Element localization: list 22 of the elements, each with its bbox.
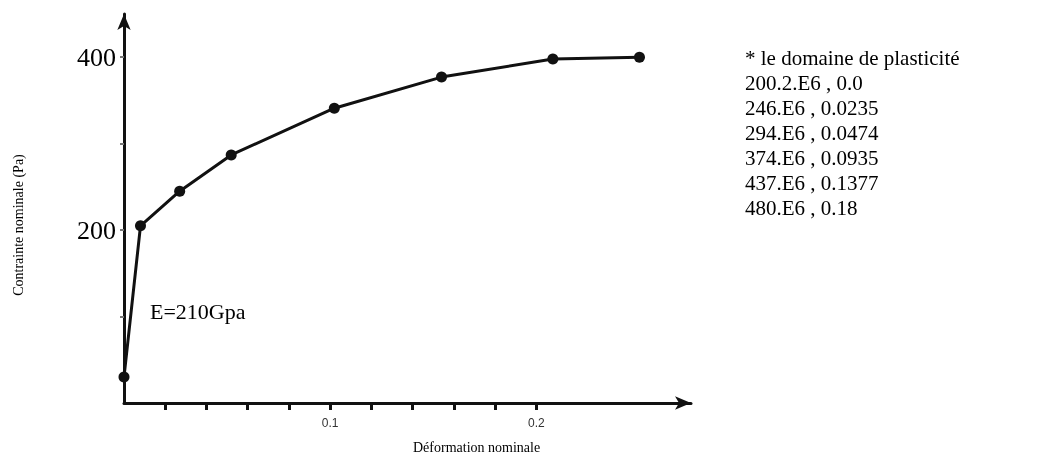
point [135, 220, 146, 232]
annotation: E=210Gpa [150, 298, 246, 324]
text: 294.E6 , 0.0474 [745, 120, 880, 145]
text: * le domaine de plasticité [745, 45, 960, 70]
x-tick-label: 0.2 [528, 416, 546, 430]
x-axis-title: Déformation nominale [413, 439, 541, 455]
x-tick-label: 0.1 [321, 416, 339, 430]
point [118, 371, 130, 383]
text: 374.E6 , 0.0935 [745, 145, 879, 170]
point [436, 71, 448, 83]
text: 246.E6 , 0.0235 [745, 95, 879, 120]
text: 200.2.E6 , 0.0 [745, 70, 863, 95]
y-axis-title: Contrainte nominale (Pa) [10, 153, 27, 296]
point [547, 53, 559, 65]
text: 480.E6 , 0.18 [745, 195, 858, 220]
point [225, 149, 237, 161]
y-tick-label: 200 [77, 215, 116, 245]
point [633, 51, 645, 63]
text: 437.E6 , 0.1377 [745, 170, 879, 195]
point [174, 185, 186, 197]
point [328, 102, 340, 114]
y-tick-label: 400 [77, 42, 116, 72]
